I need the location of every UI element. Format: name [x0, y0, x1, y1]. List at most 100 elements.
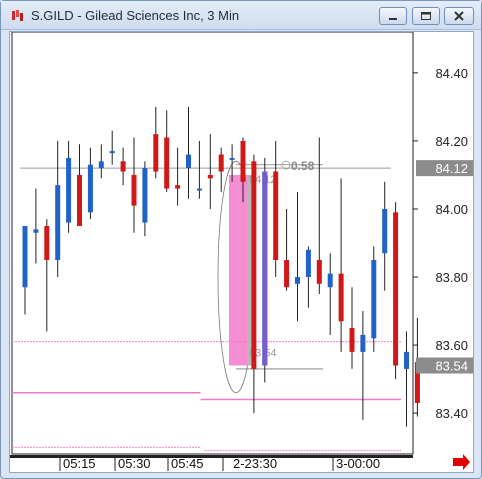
candle-body: [360, 334, 366, 352]
candle-body: [164, 137, 170, 189]
candle-body: [142, 168, 148, 223]
candle: [22, 225, 28, 315]
candle-body: [33, 229, 39, 233]
x-tick-label: 05:15: [63, 456, 96, 471]
candle-body: [349, 328, 355, 352]
candle: [382, 181, 388, 291]
marker-price-tag-bg: [416, 357, 473, 374]
candle-body: [87, 164, 93, 213]
candle-body: [305, 249, 311, 278]
y-tick-label: 83.80: [435, 270, 468, 285]
candle: [55, 140, 61, 278]
candle: [393, 202, 399, 380]
marker-price-tag: 83.54: [435, 359, 468, 374]
measure-dollar-icon: [281, 160, 291, 170]
close-button[interactable]: [444, 7, 474, 25]
candle: [131, 137, 137, 233]
candle: [87, 147, 93, 220]
candle: [207, 134, 213, 209]
candle-body: [207, 174, 213, 179]
candle: [142, 161, 148, 237]
candle-body: [273, 171, 279, 261]
maximize-button[interactable]: [412, 7, 440, 25]
measure-shadow: [247, 174, 253, 366]
minimize-icon: [389, 18, 397, 20]
title-bar[interactable]: S.GILD - Gilead Sciences Inc, 3 Min: [1, 1, 481, 30]
candle: [186, 106, 191, 199]
candle: [109, 130, 115, 165]
candle-body: [229, 157, 235, 160]
candle: [66, 140, 72, 233]
candlestick-chart[interactable]: 84.12 83.54 0.58 84.40 84.20 84.00 83.80 83.60…: [10, 32, 473, 472]
candle: [229, 144, 235, 182]
window-title: S.GILD - Gilead Sciences Inc, 3 Min: [31, 8, 240, 23]
candle: [218, 147, 224, 192]
candle: [295, 191, 300, 322]
candle-body: [175, 185, 181, 189]
candle: [404, 331, 409, 427]
candle-body: [240, 140, 246, 182]
candle: [360, 311, 366, 420]
candle-body: [153, 134, 159, 172]
candle: [338, 178, 344, 352]
last-price-tag: 84.12: [435, 161, 468, 176]
candle-body: [393, 212, 399, 366]
candle-body: [77, 174, 82, 226]
candle-body: [98, 161, 104, 169]
y-tick-label: 84.20: [435, 134, 468, 149]
y-tick-label: 84.00: [435, 202, 468, 217]
candle-body-selected: [262, 171, 268, 366]
candle: [371, 246, 377, 352]
candle-body: [327, 273, 333, 288]
candle: [316, 137, 322, 295]
chart-area[interactable]: 84.12 83.54 0.58 84.40 84.20 84.00 83.80 83.60…: [9, 31, 474, 473]
candle: [77, 144, 82, 226]
candle-body: [404, 351, 409, 369]
maximize-icon: [421, 12, 431, 20]
candle: [305, 246, 311, 308]
scroll-right-arrow-icon[interactable]: [453, 454, 470, 470]
candle: [251, 154, 257, 414]
candle: [120, 147, 126, 186]
x-tick-label: 2-23:30: [233, 456, 277, 471]
x-axis-bar: [10, 455, 413, 458]
plot-frame: [11, 32, 414, 455]
candle: [153, 106, 159, 179]
candle-body: [131, 174, 137, 206]
candle: [98, 144, 104, 179]
measure-highlight: [229, 174, 247, 366]
candle-body: [382, 208, 388, 254]
candle-body: [109, 151, 115, 154]
candle-body: [196, 188, 202, 191]
candle-body: [295, 277, 300, 284]
last-price-tag-bg: [416, 160, 473, 177]
candle: [273, 140, 279, 278]
x-tick-label: 05:30: [118, 456, 151, 471]
y-tick-label: 84.40: [435, 66, 468, 81]
candle: [327, 253, 333, 335]
minimize-button[interactable]: [379, 7, 407, 25]
candle-body: [251, 161, 257, 369]
candle: [44, 219, 50, 332]
candle-body: [186, 154, 191, 169]
candle: [284, 208, 290, 291]
candle-body: [120, 161, 126, 172]
candle-body: [316, 260, 322, 284]
candle: [349, 287, 355, 369]
candle-body: [218, 154, 224, 172]
x-tick-label: 3-00:00: [336, 456, 380, 471]
measure-diff-label: 0.58: [291, 159, 315, 173]
candle: [240, 137, 246, 203]
candle-body: [55, 185, 61, 261]
x-tick-label: 05:45: [171, 456, 204, 471]
candle-body: [371, 260, 377, 339]
candle-body: [414, 362, 420, 403]
candle: [175, 147, 181, 206]
chart-app-icon: [12, 10, 23, 21]
candle-body: [44, 225, 50, 261]
candle-body: [66, 157, 72, 223]
close-icon: [454, 11, 464, 21]
y-tick-label: 83.60: [435, 338, 468, 353]
candle: [164, 110, 170, 192]
